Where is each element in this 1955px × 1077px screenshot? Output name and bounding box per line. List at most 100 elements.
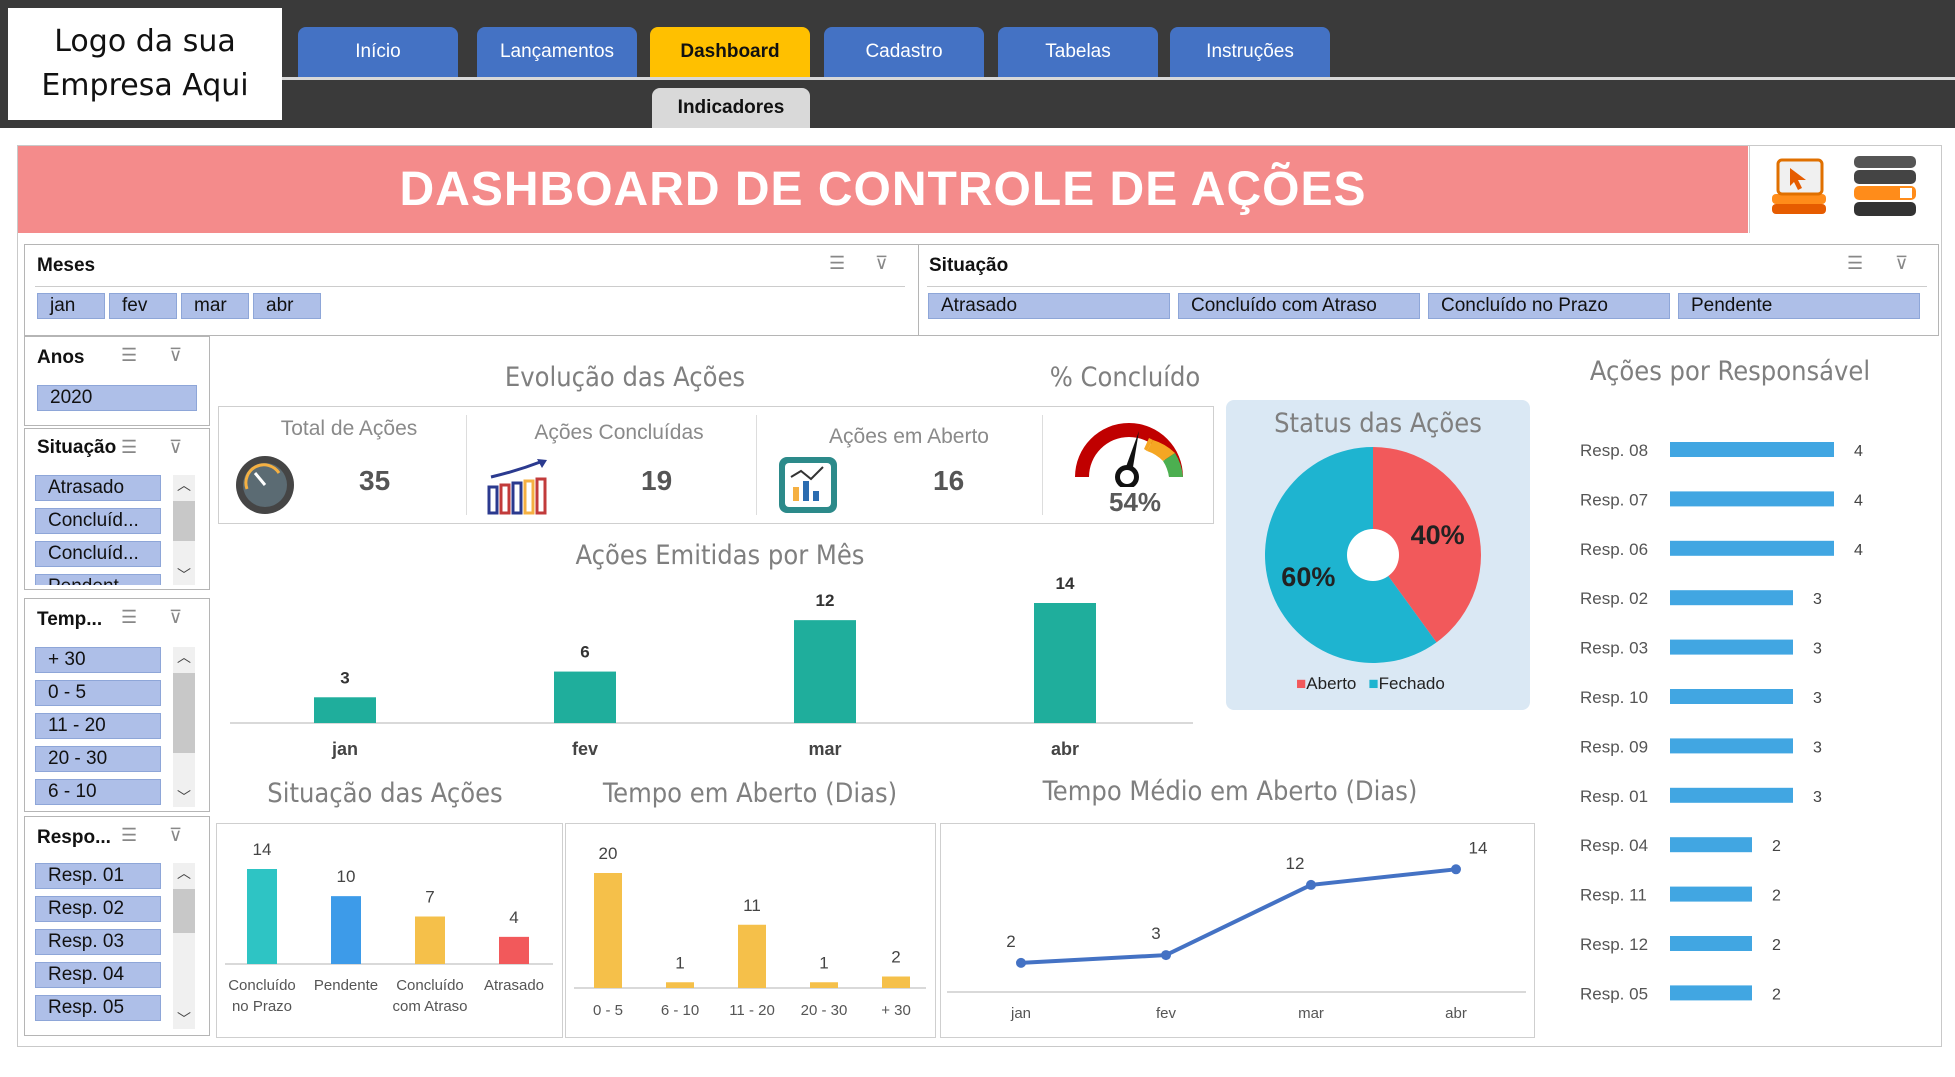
bar-tempo	[666, 982, 694, 988]
scroll-down-icon[interactable]: ﹀	[177, 567, 191, 583]
resp-bar	[1670, 639, 1793, 655]
scroll-down-icon[interactable]: ﹀	[177, 1011, 191, 1027]
slicer-item[interactable]: 20 - 30	[35, 746, 161, 772]
slicer-item[interactable]: 0 - 5	[35, 680, 161, 706]
tab-0[interactable]: Início	[298, 27, 458, 77]
tab-2[interactable]: Dashboard	[650, 27, 810, 77]
tab-3[interactable]: Cadastro	[824, 27, 984, 77]
resp-label: Resp. 07	[1580, 490, 1648, 509]
x-label: fev	[572, 739, 598, 759]
slicer-item[interactable]: Resp. 04	[35, 962, 161, 988]
scrollbar[interactable]: ︿ ﹀	[173, 475, 195, 585]
slicer-anos-title: Anos	[37, 347, 85, 368]
resp-bar	[1670, 787, 1793, 803]
scroll-up-icon[interactable]: ︿	[177, 865, 191, 881]
slicer-tempo: Temp... ☰ ⊽ + 30 0 - 5 11 - 20 20 - 30 6 - 1…	[24, 598, 210, 812]
slicer-item[interactable]: Resp. 03	[35, 929, 161, 955]
tab-indicadores[interactable]: Indicadores	[652, 88, 810, 128]
tab-5[interactable]: Instruções	[1170, 27, 1330, 77]
tempo-chart-title: Tempo em Aberto (Dias)	[602, 778, 898, 809]
bar-fev	[554, 671, 616, 723]
scroll-thumb[interactable]	[173, 501, 195, 541]
slicer-item[interactable]: Concluíd...	[35, 541, 161, 567]
slicer-item[interactable]: Resp. 02	[35, 896, 161, 922]
slicer-item[interactable]: Atrasado	[35, 475, 161, 501]
slicer-item[interactable]: Resp. 01	[35, 863, 161, 889]
multiselect-icon[interactable]: ☰	[121, 345, 138, 365]
tab-1[interactable]: Lançamentos	[477, 27, 637, 77]
tab-4[interactable]: Tabelas	[998, 27, 1158, 77]
x-label: abr	[1051, 739, 1079, 759]
slicer-item[interactable]: Pendent...	[35, 574, 161, 585]
data-label: 2	[891, 948, 900, 967]
resp-value: 4	[1854, 492, 1863, 509]
gauge-chart	[1075, 423, 1183, 487]
resp-bar	[1670, 540, 1834, 556]
x-label: mar	[808, 739, 841, 759]
scrollbar[interactable]: ︿ ﹀	[173, 863, 195, 1029]
x-label: jan	[1010, 1005, 1031, 1022]
evolucao-title: Evolução das Ações	[504, 362, 746, 393]
speedometer-icon	[236, 456, 294, 514]
presentation-icon[interactable]	[1772, 158, 1826, 214]
data-label: 3	[340, 668, 349, 687]
slicer-item[interactable]: + 30	[35, 647, 161, 673]
x-label: jan	[331, 739, 358, 759]
company-logo: Logo da sua Empresa Aqui	[8, 8, 282, 120]
slicer-situacao-title: Situação	[37, 437, 117, 458]
data-label: 4	[509, 908, 518, 927]
slicer-item[interactable]: fev	[109, 293, 177, 319]
x-label: 0 - 5	[593, 1002, 623, 1019]
clear-filter-icon[interactable]: ⊽	[169, 345, 183, 365]
database-icon[interactable]	[1854, 156, 1916, 216]
multiselect-icon[interactable]: ☰	[121, 607, 138, 627]
bar-mar	[794, 620, 856, 723]
slicer-item[interactable]: Resp. 05	[35, 995, 161, 1021]
slicer-item[interactable]: Concluído com Atraso	[1178, 293, 1420, 319]
slicer-item[interactable]: jan	[37, 293, 105, 319]
status-card: Status das Ações 40% 60% ■Aberto ■Fechado	[1226, 400, 1530, 710]
slicer-item[interactable]: 2020	[37, 385, 197, 411]
data-label: 11	[743, 896, 761, 915]
clear-filter-icon[interactable]: ⊽	[169, 437, 183, 457]
slicer-item[interactable]: Concluído no Prazo	[1428, 293, 1670, 319]
data-label: 12	[1286, 854, 1305, 873]
responsavel-title: Ações por Responsável	[1589, 356, 1871, 387]
scroll-thumb[interactable]	[173, 889, 195, 933]
slicer-item[interactable]: Atrasado	[928, 293, 1170, 319]
slicer-item[interactable]: 6 - 10	[35, 779, 161, 805]
kpi-total-value: 35	[359, 465, 391, 496]
scroll-up-icon[interactable]: ︿	[177, 477, 191, 493]
multiselect-icon[interactable]: ☰	[829, 253, 846, 273]
data-label: 20	[599, 844, 618, 863]
clear-filter-icon[interactable]: ⊽	[875, 253, 889, 273]
scrollbar[interactable]: ︿ ﹀	[173, 647, 195, 807]
multiselect-icon[interactable]: ☰	[1847, 253, 1864, 273]
resp-bar	[1670, 985, 1752, 1001]
slicer-item[interactable]: Concluíd...	[35, 508, 161, 534]
scroll-up-icon[interactable]: ︿	[177, 649, 191, 665]
slicer-item[interactable]: mar	[181, 293, 249, 319]
scroll-down-icon[interactable]: ﹀	[177, 789, 191, 805]
x-label: 6 - 10	[661, 1002, 699, 1019]
clear-filter-icon[interactable]: ⊽	[1895, 253, 1909, 273]
slicer-item[interactable]: Pendente	[1678, 293, 1920, 319]
resp-bar	[1670, 936, 1752, 951]
clear-filter-icon[interactable]: ⊽	[169, 825, 183, 845]
divider	[35, 286, 905, 287]
dashboard-title: DASHBOARD DE CONTROLE DE AÇÕES	[18, 146, 1748, 233]
x-label: fev	[1156, 1005, 1177, 1022]
resp-value: 2	[1772, 937, 1781, 954]
slicer-item[interactable]: 11 - 20	[35, 713, 161, 739]
multiselect-icon[interactable]: ☰	[121, 825, 138, 845]
toolbar-icons	[1772, 156, 1916, 216]
clear-filter-icon[interactable]: ⊽	[169, 607, 183, 627]
x-label: Pendente	[314, 977, 378, 994]
situacao-chart-box: 14 Concluído no Prazo 10 Pendente 7 Concluído c…	[216, 823, 563, 1038]
status-pie-chart: 40% 60%	[1265, 447, 1481, 663]
pie-hole	[1347, 529, 1399, 581]
scroll-thumb[interactable]	[173, 673, 195, 753]
multiselect-icon[interactable]: ☰	[121, 437, 138, 457]
bar-situacao	[247, 869, 277, 964]
slicer-item[interactable]: abr	[253, 293, 321, 319]
